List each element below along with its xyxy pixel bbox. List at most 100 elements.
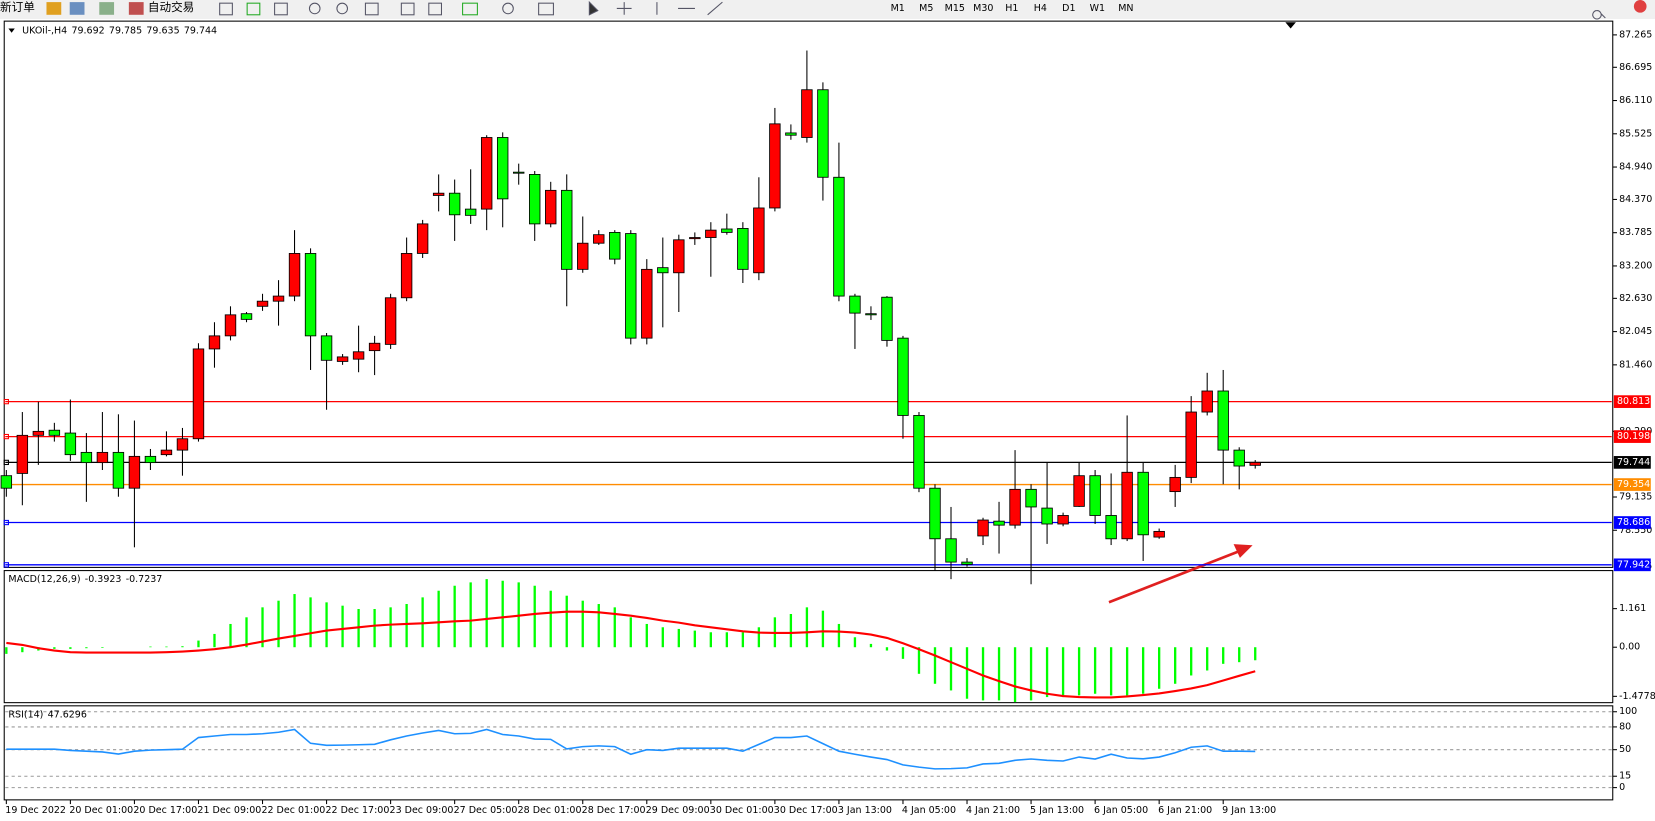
x-tick-label: 5 Jan 13:00 [1030, 805, 1084, 816]
auto-trading-button[interactable]: 自动交易 [148, 0, 194, 14]
candle-body [352, 351, 365, 360]
timeframe-button[interactable]: M30 [973, 3, 993, 14]
header-field: 79.635 [146, 25, 179, 36]
candle-body [176, 438, 189, 451]
candle-body [432, 192, 445, 196]
price-level-marker [3, 519, 9, 526]
candle-body [1217, 390, 1229, 451]
candle-body [1105, 515, 1117, 540]
candle-body [1201, 390, 1213, 413]
candle-body [785, 132, 797, 136]
header-field: 79.744 [184, 25, 217, 36]
icon[interactable] [538, 2, 554, 16]
candle-body [865, 313, 877, 316]
chart-header: UKOil-,H4 79.692 79.785 79.635 79.744 [22, 25, 217, 36]
price-level-tag [1613, 456, 1651, 469]
search-icon[interactable] [1592, 10, 1606, 20]
icon[interactable] [588, 0, 599, 16]
candle-body [368, 342, 381, 352]
y-tick-label: 50 [1619, 744, 1631, 755]
icon[interactable] [336, 2, 349, 15]
macd-pane [3, 570, 1614, 704]
candle-body [1249, 461, 1261, 466]
icon[interactable] [364, 2, 379, 16]
icon[interactable] [246, 2, 261, 16]
candle-body [1137, 471, 1149, 536]
icon[interactable] [274, 2, 288, 16]
timeframe-button[interactable]: M15 [945, 3, 965, 14]
macd-header: MACD(12,26,9) -0.3923 -0.7237 [8, 574, 162, 585]
candle-body [160, 449, 173, 456]
candle-body [545, 189, 557, 225]
candle-body [1057, 515, 1069, 525]
timeframe-button[interactable]: H1 [1005, 3, 1018, 14]
x-tick-label: 4 Jan 21:00 [966, 805, 1020, 816]
candle-body [721, 228, 733, 233]
timeframe-button[interactable]: M5 [919, 3, 933, 14]
candle-body [1185, 411, 1197, 478]
icon[interactable] [308, 2, 321, 15]
icon[interactable] [69, 2, 85, 15]
notification-badge[interactable] [1633, 0, 1647, 13]
icon[interactable] [656, 1, 723, 16]
symbol-menu-arrow[interactable] [8, 28, 15, 33]
x-tick-label: 20 Dec 01:00 [69, 805, 133, 816]
annotation-arrow [1108, 544, 1253, 604]
icon[interactable] [219, 2, 233, 16]
candle-body [400, 253, 413, 299]
y-tick-label: 83.200 [1619, 260, 1652, 271]
timeframe-button[interactable]: W1 [1090, 3, 1105, 14]
header-field: 47.6296 [48, 709, 87, 720]
candle-body [512, 171, 525, 174]
candle-body [480, 137, 493, 210]
candle-body [993, 520, 1005, 526]
candle-body [112, 451, 125, 489]
candle-body [416, 223, 429, 254]
candle-body [561, 189, 573, 270]
timeframe-button[interactable]: MN [1118, 3, 1133, 14]
icon[interactable] [502, 2, 514, 15]
candle-body [448, 192, 461, 216]
icon[interactable] [462, 2, 478, 16]
price-level-label: 78.686 [1617, 517, 1650, 528]
price-level-label: 79.354 [1617, 479, 1650, 490]
price-pane [3, 20, 1614, 568]
candle-body [961, 561, 973, 565]
candle-body [625, 233, 637, 339]
price-level-marker [3, 433, 9, 440]
candle-body [336, 356, 349, 362]
icon[interactable] [99, 2, 115, 15]
rsi-line [6, 728, 1256, 770]
new-order-button[interactable]: 新订单 [0, 0, 35, 14]
y-tick-label: 82.630 [1619, 293, 1652, 304]
candle-body [304, 253, 317, 337]
timeframe-button[interactable]: M1 [891, 3, 905, 14]
icon[interactable] [616, 2, 632, 15]
price-level-tag [1613, 395, 1651, 408]
candle-body [48, 429, 61, 436]
icon[interactable] [428, 2, 443, 16]
candle-body [32, 430, 45, 436]
x-tick-label: 22 Dec 01:00 [261, 805, 325, 816]
arrow-head [1233, 544, 1253, 558]
header-field: -0.7237 [126, 574, 163, 585]
toolbar-icons [219, 0, 1606, 20]
signal-line [6, 610, 1256, 699]
candle-body [657, 267, 669, 274]
header-field: 79.692 [71, 25, 104, 36]
header-field: MACD(12,26,9) [8, 574, 80, 585]
candle-body [496, 137, 509, 200]
y-tick-label: 85.525 [1619, 128, 1652, 139]
timeframe-button[interactable]: H4 [1034, 3, 1047, 14]
icon[interactable] [400, 2, 415, 16]
candle-body [673, 239, 685, 274]
y-tick-label: 84.940 [1619, 162, 1652, 173]
icon[interactable] [128, 2, 144, 15]
x-tick-label: 19 Dec 2022 [5, 805, 66, 816]
candle-body [769, 123, 781, 209]
candle-body [753, 207, 765, 274]
candle-body [256, 300, 269, 307]
icon[interactable] [46, 2, 62, 15]
timeframe-button[interactable]: D1 [1062, 3, 1075, 14]
